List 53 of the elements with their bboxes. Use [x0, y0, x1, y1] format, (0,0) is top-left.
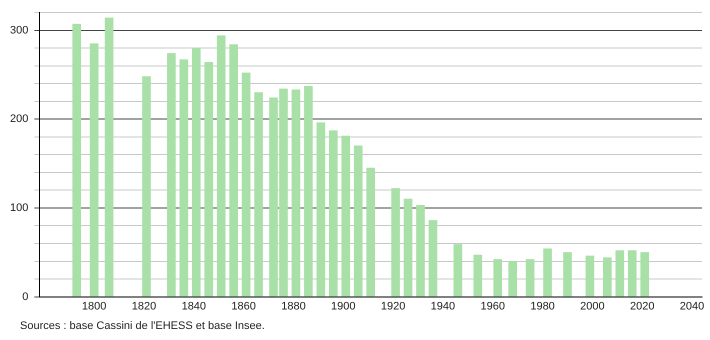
- bar: [341, 136, 350, 297]
- x-tick-label: 2040: [680, 300, 704, 312]
- bar: [615, 250, 624, 297]
- x-tick-label: 2020: [630, 300, 654, 312]
- bar: [543, 248, 552, 297]
- bar: [167, 53, 176, 297]
- bar: [254, 92, 263, 297]
- bar: [328, 130, 338, 297]
- x-tick-label: 1960: [480, 300, 505, 312]
- bar: [391, 188, 400, 297]
- x-tick-label: 1900: [331, 300, 356, 312]
- bar: [526, 259, 534, 297]
- bar: [304, 86, 313, 297]
- source-note: Sources : base Cassini de l'EHESS et base Insee.: [20, 320, 265, 332]
- bar: [204, 62, 214, 297]
- bar: [454, 244, 462, 297]
- bar: [428, 220, 438, 297]
- x-tick-label: 1920: [380, 300, 406, 312]
- bar: [563, 252, 572, 297]
- x-tick-label: 2000: [580, 300, 605, 312]
- bar: [366, 168, 376, 297]
- x-tick-label: 1820: [132, 300, 156, 312]
- x-tick-label: 1800: [82, 300, 106, 312]
- bar: [586, 256, 594, 297]
- bar: [603, 257, 612, 297]
- bar: [229, 44, 238, 297]
- bar: [90, 43, 98, 297]
- x-tick-label: 1840: [182, 300, 206, 312]
- x-tick-label: 1940: [430, 300, 456, 312]
- bar: [292, 90, 300, 297]
- bar: [192, 48, 201, 297]
- bar: [354, 145, 363, 297]
- bar: [142, 76, 151, 297]
- bar: [508, 260, 518, 297]
- bar: [640, 252, 650, 297]
- bar: [493, 259, 502, 297]
- bar: [404, 198, 412, 297]
- bar: [628, 250, 637, 297]
- bar: [216, 35, 226, 297]
- y-tick-label: 0: [22, 290, 28, 303]
- y-tick-label: 100: [10, 202, 28, 214]
- bar: [104, 18, 114, 297]
- y-tick-label: 200: [10, 113, 28, 126]
- x-tick-label: 1980: [530, 300, 555, 312]
- x-tick-label: 1880: [281, 300, 306, 312]
- x-tick-label: 1860: [231, 300, 256, 312]
- bar: [180, 59, 188, 297]
- bar: [473, 254, 482, 297]
- bar: [242, 72, 250, 297]
- bar: [72, 24, 82, 297]
- bar: [316, 122, 326, 297]
- y-tick-label: 300: [10, 24, 28, 36]
- bar: [416, 204, 425, 297]
